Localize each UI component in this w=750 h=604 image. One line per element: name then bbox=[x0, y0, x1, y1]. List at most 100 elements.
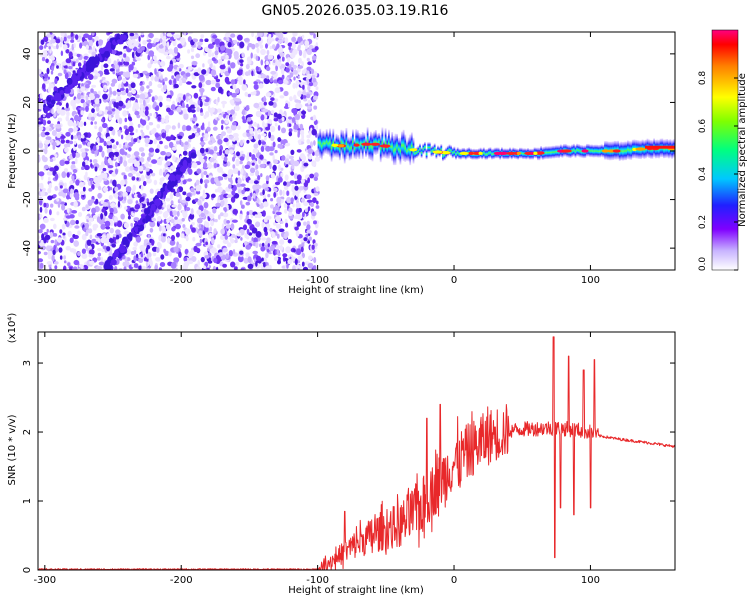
noise-dot bbox=[253, 180, 259, 185]
noise-dot bbox=[275, 231, 278, 236]
noise-dot bbox=[119, 148, 125, 155]
noise-dot bbox=[251, 43, 256, 50]
noise-dot bbox=[163, 248, 167, 254]
noise-dot bbox=[195, 242, 202, 247]
noise-dot bbox=[244, 241, 248, 246]
noise-dot bbox=[299, 123, 304, 131]
signal-hot-spot bbox=[493, 151, 502, 155]
noise-dot bbox=[76, 53, 81, 58]
noise-dot bbox=[196, 106, 200, 112]
noise-dot bbox=[73, 240, 79, 247]
noise-dot bbox=[162, 211, 169, 218]
noise-dot bbox=[212, 34, 218, 39]
noise-dot bbox=[197, 41, 203, 46]
signal-hot-spot bbox=[432, 150, 443, 154]
noise-dot bbox=[268, 146, 275, 152]
noise-dot bbox=[283, 185, 289, 191]
noise-dot bbox=[244, 187, 251, 192]
noise-dot bbox=[180, 141, 184, 147]
noise-dot bbox=[255, 66, 259, 72]
noise-dot bbox=[165, 105, 171, 109]
noise-dot bbox=[151, 159, 158, 164]
noise-dot bbox=[288, 131, 293, 137]
noise-dot bbox=[53, 233, 58, 237]
noise-dot bbox=[149, 89, 153, 94]
noise-dot bbox=[214, 38, 220, 45]
noise-dot bbox=[98, 186, 102, 191]
noise-dot bbox=[140, 85, 145, 92]
noise-dot bbox=[251, 227, 258, 234]
noise-dot bbox=[235, 177, 239, 184]
noise-dot bbox=[211, 193, 216, 198]
noise-dot bbox=[293, 248, 296, 253]
spectrogram-image bbox=[38, 32, 675, 270]
noise-dot bbox=[254, 129, 258, 136]
noise-dot bbox=[236, 232, 242, 237]
noise-dot bbox=[266, 180, 269, 185]
diagonal-streak-dot bbox=[176, 170, 183, 175]
noise-dot bbox=[227, 48, 233, 56]
noise-dot bbox=[307, 206, 311, 211]
noise-dot bbox=[235, 88, 240, 94]
noise-dot bbox=[98, 138, 105, 143]
signal-band-segment bbox=[338, 137, 341, 161]
noise-dot bbox=[239, 139, 244, 147]
noise-dot bbox=[264, 187, 269, 191]
noise-dot bbox=[112, 90, 117, 96]
noise-dot bbox=[100, 64, 104, 71]
noise-dot bbox=[306, 138, 311, 145]
noise-dot bbox=[145, 167, 150, 172]
noise-dot bbox=[189, 213, 195, 220]
noise-dot bbox=[246, 117, 252, 122]
y-tick-label: 20 bbox=[22, 96, 33, 109]
noise-dot bbox=[96, 256, 101, 261]
noise-dot bbox=[148, 147, 155, 153]
noise-dot bbox=[91, 108, 95, 114]
diagonal-streak-dot bbox=[47, 97, 52, 103]
noise-dot bbox=[301, 197, 305, 203]
noise-dot bbox=[198, 74, 205, 81]
noise-dot bbox=[298, 207, 302, 213]
noise-dot bbox=[91, 51, 96, 58]
noise-dot bbox=[54, 173, 59, 181]
noise-dot bbox=[88, 188, 93, 192]
signal-band-segment bbox=[492, 148, 495, 160]
noise-dot bbox=[108, 100, 112, 107]
noise-dot bbox=[211, 137, 216, 144]
noise-dot bbox=[133, 42, 139, 47]
noise-dot bbox=[270, 70, 277, 75]
noise-dot bbox=[76, 92, 82, 100]
diagonal-streak-dot bbox=[110, 259, 117, 266]
noise-dot bbox=[309, 173, 315, 179]
noise-dot bbox=[149, 220, 156, 228]
noise-dot bbox=[265, 223, 271, 229]
noise-dot bbox=[248, 179, 255, 184]
noise-dot bbox=[95, 144, 100, 151]
noise-dot bbox=[170, 218, 175, 224]
noise-dot bbox=[314, 46, 319, 51]
noise-dot bbox=[285, 62, 290, 67]
noise-dot bbox=[42, 114, 46, 118]
noise-dot bbox=[45, 136, 52, 141]
noise-dot bbox=[277, 39, 282, 44]
noise-dot bbox=[285, 246, 291, 254]
noise-dot bbox=[128, 44, 135, 49]
noise-dot bbox=[312, 151, 315, 156]
noise-dot bbox=[95, 198, 99, 204]
noise-dot bbox=[146, 245, 150, 250]
noise-dot bbox=[147, 91, 151, 95]
noise-dot bbox=[145, 124, 150, 131]
noise-dot bbox=[98, 98, 102, 104]
noise-dot bbox=[118, 117, 123, 125]
noise-dot bbox=[195, 132, 199, 138]
noise-dot bbox=[240, 62, 244, 67]
noise-dot bbox=[140, 34, 145, 38]
noise-dot bbox=[251, 154, 256, 161]
noise-dot bbox=[77, 62, 82, 67]
noise-dot bbox=[204, 38, 209, 42]
signal-band-segment bbox=[430, 146, 433, 157]
noise-dot bbox=[214, 176, 219, 183]
noise-dot bbox=[205, 241, 209, 246]
noise-dot bbox=[110, 179, 113, 184]
